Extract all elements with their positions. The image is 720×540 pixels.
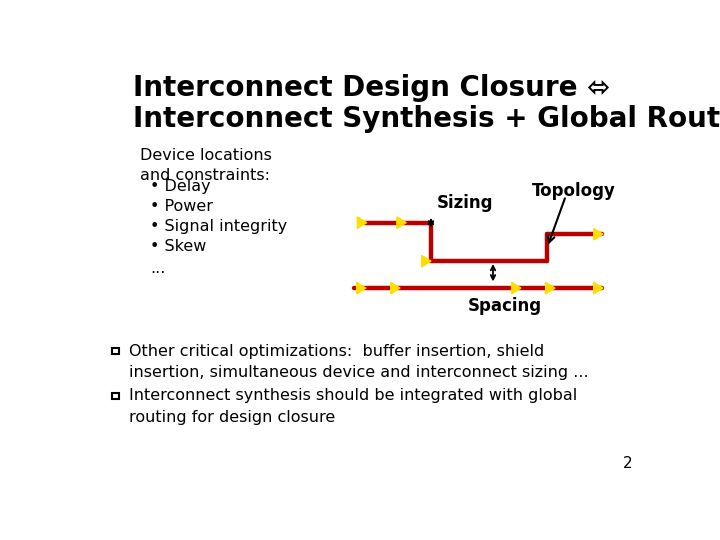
Polygon shape	[357, 217, 366, 228]
Text: • Skew: • Skew	[150, 239, 207, 254]
Polygon shape	[594, 228, 603, 240]
Bar	[112, 348, 119, 354]
Polygon shape	[422, 255, 431, 267]
Text: • Signal integrity: • Signal integrity	[150, 219, 288, 234]
Text: • Power: • Power	[150, 199, 213, 214]
Polygon shape	[391, 282, 400, 294]
Polygon shape	[397, 217, 406, 228]
Text: Other critical optimizations:  buffer insertion, shield
insertion, simultaneous : Other critical optimizations: buffer ins…	[129, 343, 588, 380]
Text: Topology: Topology	[532, 182, 616, 200]
Text: Sizing: Sizing	[436, 194, 493, 212]
Text: 2: 2	[623, 456, 632, 471]
Text: ...: ...	[150, 261, 166, 276]
Polygon shape	[512, 282, 521, 294]
Text: Interconnect synthesis should be integrated with global
routing for design closu: Interconnect synthesis should be integra…	[129, 388, 577, 425]
Text: Device locations
and constraints:: Device locations and constraints:	[140, 148, 272, 183]
Text: Interconnect Design Closure ⬄: Interconnect Design Closure ⬄	[132, 74, 610, 102]
Polygon shape	[594, 282, 603, 294]
Polygon shape	[356, 282, 366, 294]
Text: Interconnect Synthesis + Global Routing: Interconnect Synthesis + Global Routing	[132, 105, 720, 133]
Bar	[112, 393, 119, 399]
Text: • Delay: • Delay	[150, 179, 211, 194]
Text: Spacing: Spacing	[467, 298, 541, 315]
Polygon shape	[546, 282, 555, 294]
